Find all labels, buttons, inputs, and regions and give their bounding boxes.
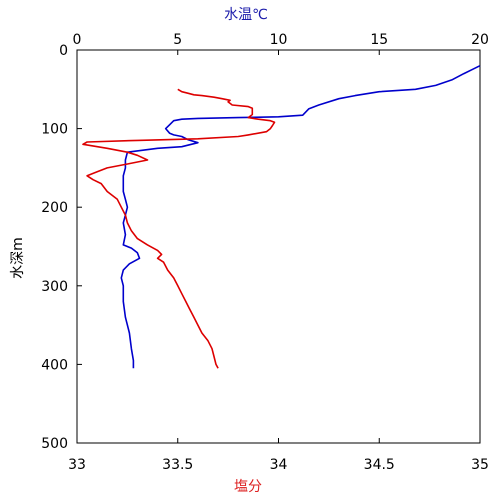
top-axis-ticks: 0 5 10 15 20: [73, 32, 489, 55]
left-tick-label: 100: [41, 122, 68, 138]
salinity-line: [82, 88, 276, 369]
bottom-tick-label: 33: [68, 457, 86, 473]
left-tick-label: 400: [41, 357, 68, 373]
top-tick-label: 5: [173, 32, 182, 48]
left-tick-label: 500: [41, 436, 68, 452]
left-tick-label: 0: [59, 43, 68, 59]
left-axis-ticks: 0 100 200 300 400 500: [41, 43, 82, 452]
bottom-tick-label: 33.5: [162, 457, 193, 473]
bottom-tick-label: 35: [471, 457, 489, 473]
bottom-axis-title: 塩分: [234, 479, 262, 495]
water-temperature-line: [120, 64, 481, 369]
left-tick-label: 200: [41, 200, 68, 216]
top-tick-label: 15: [370, 32, 388, 48]
bottom-tick-label: 34.5: [364, 457, 395, 473]
top-tick-label: 0: [73, 32, 82, 48]
series-layer: [82, 64, 481, 369]
plot-frame: [76, 49, 481, 444]
bottom-axis-ticks: 33 33.5 34 34.5 35: [68, 438, 489, 473]
top-tick-label: 20: [471, 32, 489, 48]
left-tick-label: 300: [41, 279, 68, 295]
top-axis-title: 水温℃: [224, 7, 268, 23]
bottom-tick-label: 34: [270, 457, 288, 473]
top-tick-label: 10: [270, 32, 288, 48]
left-axis-title: 水深m: [10, 237, 26, 279]
